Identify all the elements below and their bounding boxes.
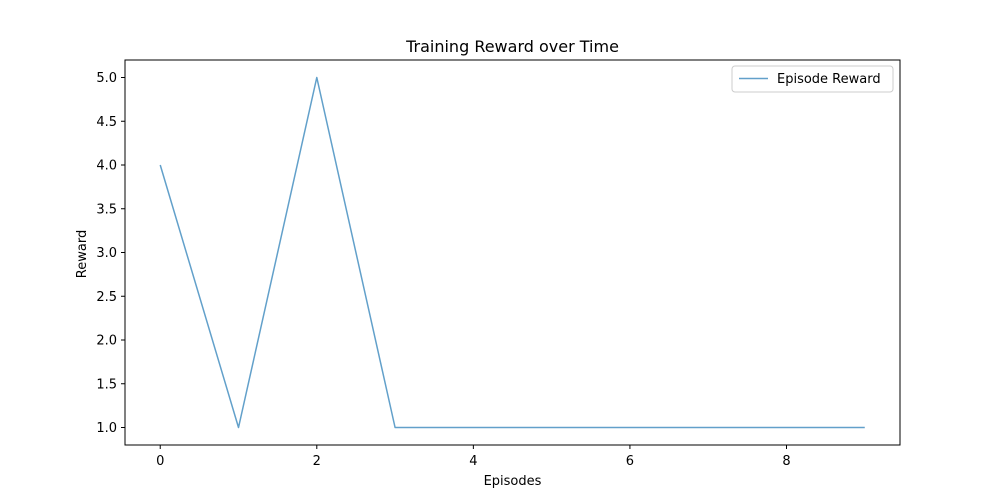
y-tick-label: 3.0 — [96, 246, 117, 261]
y-tick-label: 4.0 — [96, 159, 117, 174]
legend-label-episode-reward: Episode Reward — [777, 72, 881, 87]
plot-area — [159, 76, 865, 429]
chart-title: Training Reward over Time — [405, 37, 619, 56]
y-axis-ticks: 1.0 1.5 2.0 2.5 3.0 3.5 4.0 4.5 5.0 — [96, 71, 125, 436]
x-tick-label: 4 — [469, 454, 477, 469]
x-tick-label: 8 — [782, 454, 790, 469]
x-axis-label: Episodes — [484, 474, 542, 489]
y-tick-label: 2.0 — [96, 334, 117, 349]
series-line-episode-reward — [159, 76, 865, 429]
y-tick-label: 4.5 — [96, 115, 117, 130]
legend-box — [731, 65, 894, 93]
legend: Episode Reward — [731, 65, 894, 93]
x-axis-ticks: 0 2 4 6 8 — [156, 445, 791, 469]
y-tick-label: 1.0 — [96, 421, 117, 436]
y-tick-label: 3.5 — [96, 202, 117, 217]
y-tick-label: 2.5 — [96, 290, 117, 305]
y-tick-label: 5.0 — [96, 71, 117, 86]
x-tick-label: 6 — [626, 454, 634, 469]
x-tick-label: 0 — [156, 454, 164, 469]
y-tick-label: 1.5 — [96, 377, 117, 392]
y-axis-label: Reward — [75, 230, 90, 278]
x-tick-label: 2 — [313, 454, 321, 469]
